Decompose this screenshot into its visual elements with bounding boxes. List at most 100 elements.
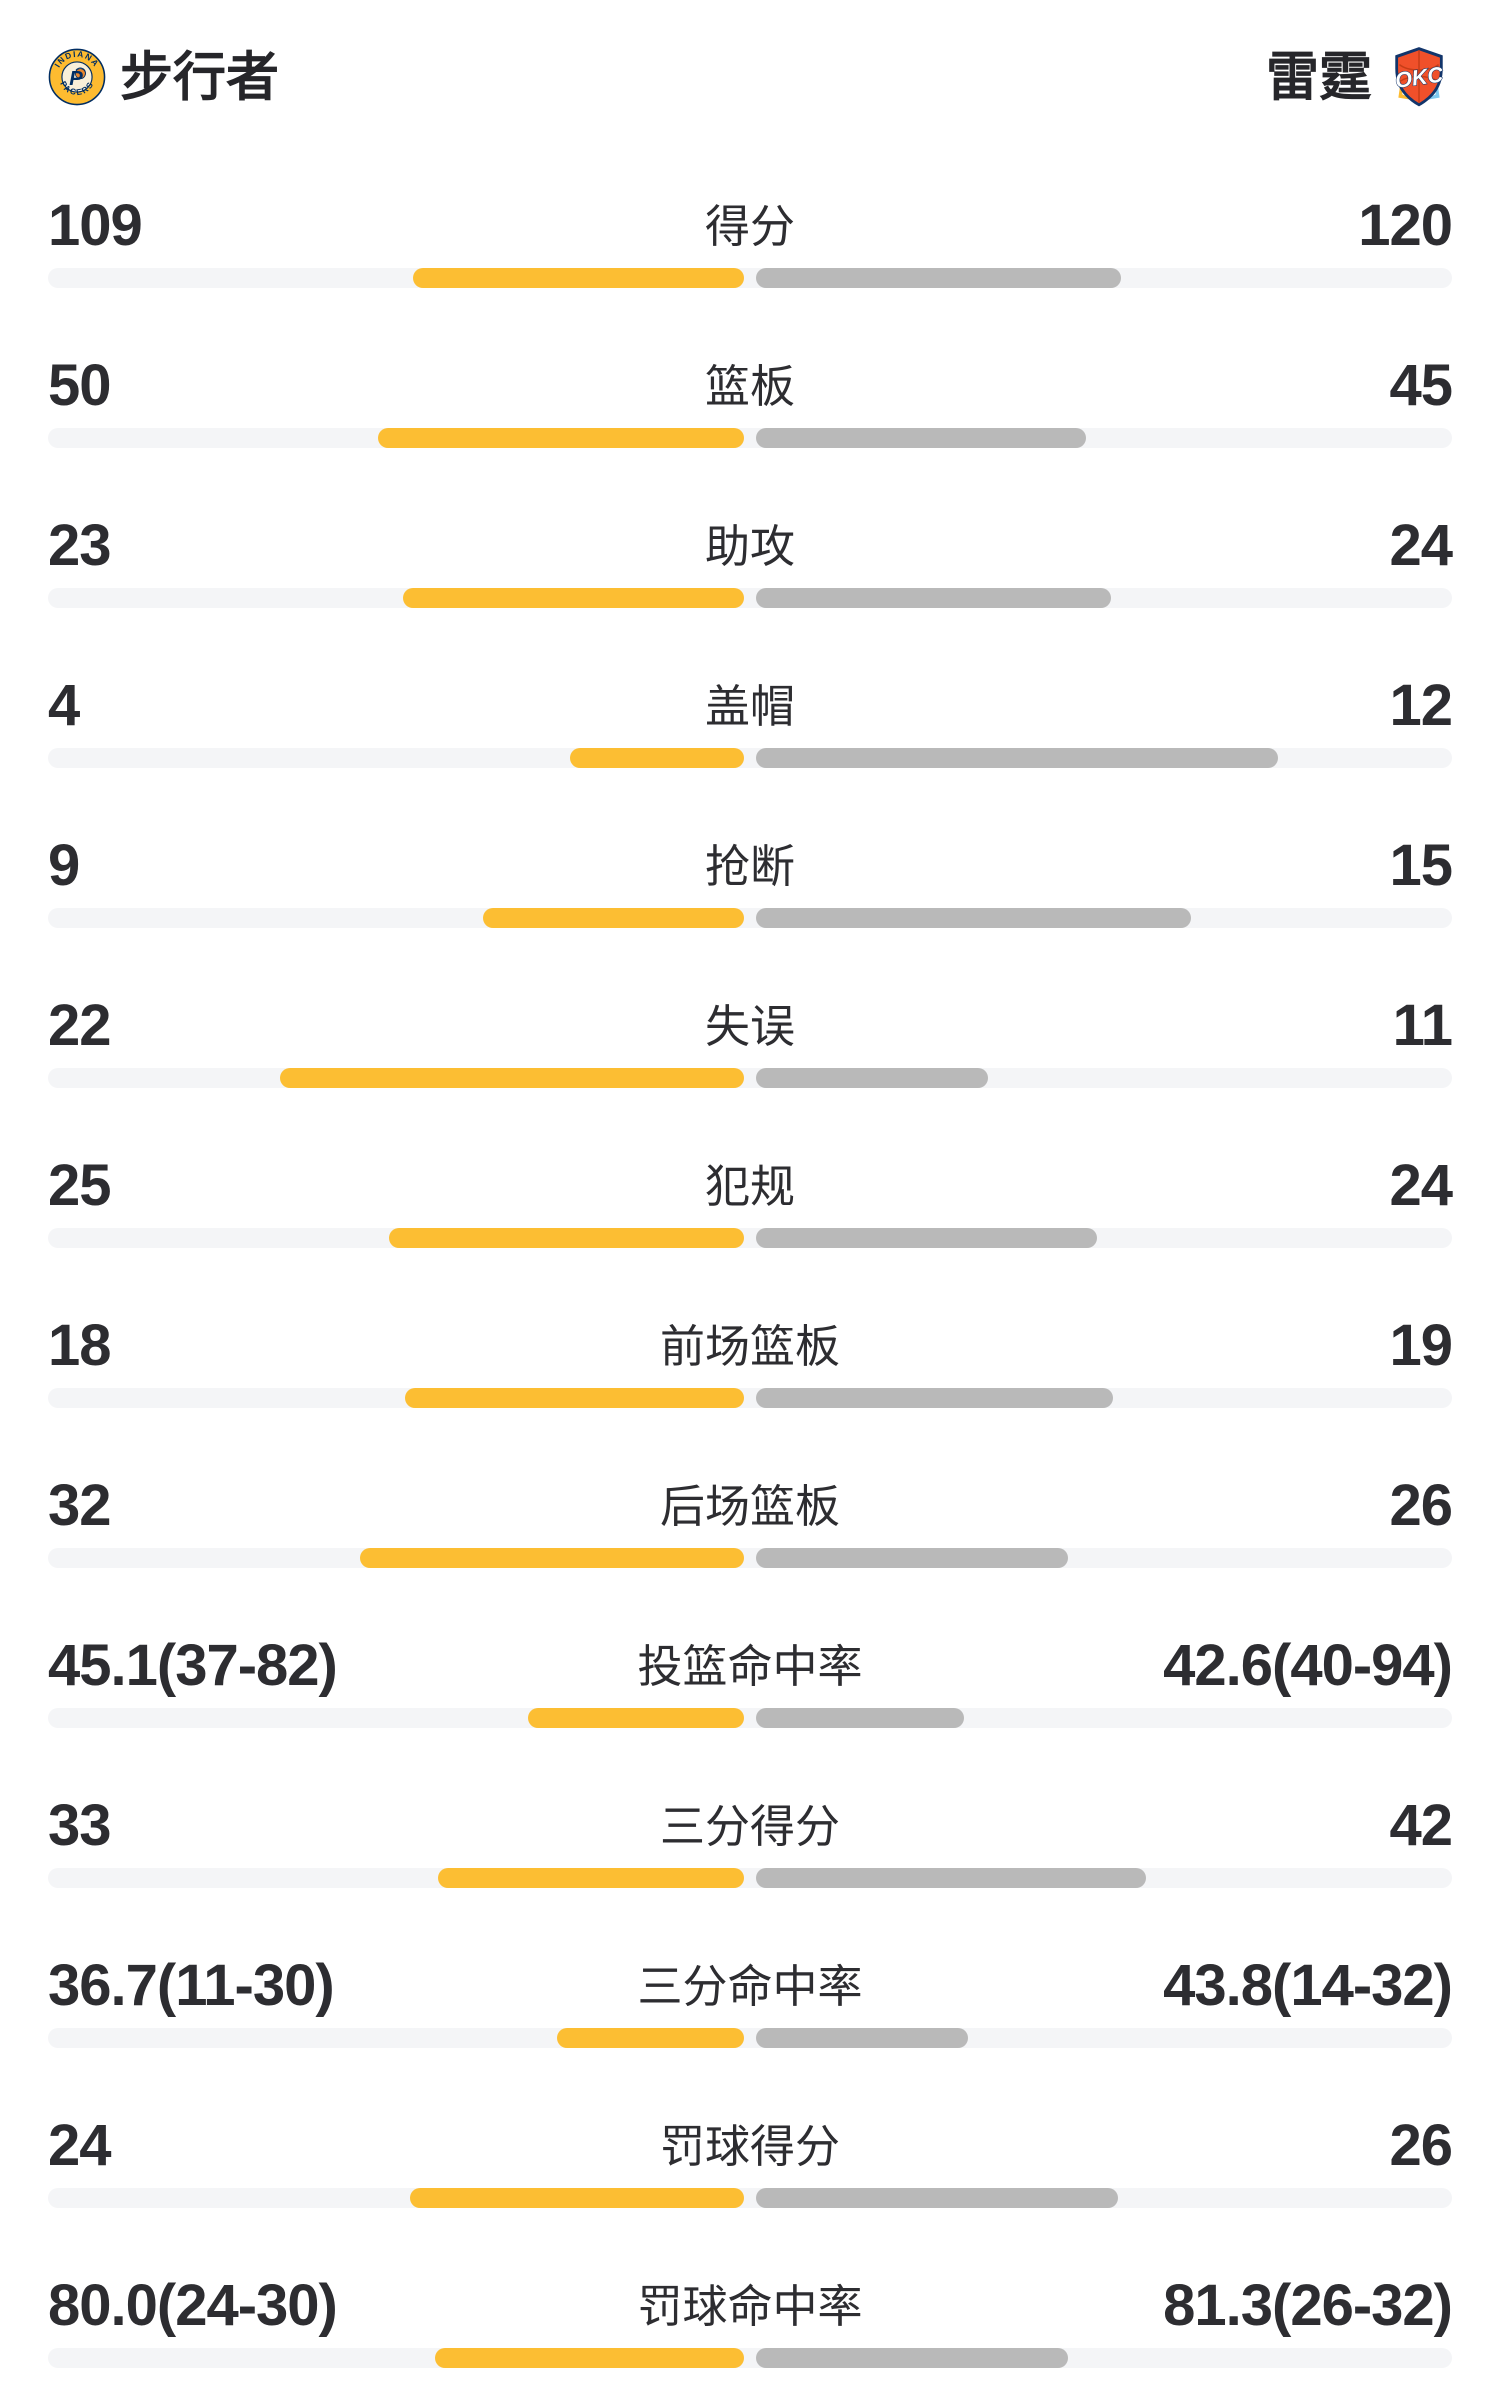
- stat-row: 18 前场篮板 19: [0, 1260, 1500, 1420]
- home-stat-bar: [528, 1708, 744, 1728]
- away-stat-value: 15: [1389, 833, 1453, 898]
- stat-values-line: 24 罚球得分 26: [48, 2113, 1453, 2178]
- stat-label: 三分命中率: [637, 1960, 863, 2012]
- away-stat-bar: [756, 748, 1278, 768]
- stat-label: 助攻: [704, 520, 795, 572]
- home-stat-value: 109: [48, 193, 143, 258]
- stat-bar-track: [48, 428, 1452, 448]
- stat-bar-track: [48, 268, 1452, 288]
- stat-bar-track: [48, 1388, 1452, 1408]
- home-stat-bar: [410, 2188, 744, 2208]
- away-stat-value: 45: [1389, 353, 1453, 418]
- stat-row: 23 助攻 24: [0, 460, 1500, 620]
- stat-bar-track: [48, 1228, 1452, 1248]
- away-stat-bar: [756, 908, 1191, 928]
- away-stat-bar: [756, 2188, 1118, 2208]
- home-stat-value: 36.7(11-30): [48, 1953, 335, 2018]
- stat-row: 25 犯规 24: [0, 1100, 1500, 1260]
- stat-row: 4 盖帽 12: [0, 620, 1500, 780]
- away-stat-bar: [756, 2348, 1068, 2368]
- home-stat-bar: [403, 588, 744, 608]
- stat-label: 三分得分: [659, 1800, 840, 1852]
- home-stat-bar: [413, 268, 744, 288]
- away-stat-value: 24: [1389, 1153, 1453, 1218]
- home-stat-value: 80.0(24-30): [48, 2273, 338, 2338]
- away-stat-value: 26: [1389, 1473, 1453, 1538]
- home-stat-bar: [280, 1068, 744, 1088]
- home-stat-value: 45.1(37-82): [48, 1633, 338, 1698]
- stat-bar-track: [48, 2348, 1452, 2368]
- stat-row: 45.1(37-82) 投篮命中率 42.6(40-94): [0, 1580, 1500, 1740]
- stat-values-line: 36.7(11-30) 三分命中率 43.8(14-32): [48, 1953, 1453, 2018]
- stat-bar-track: [48, 2188, 1452, 2208]
- home-stat-value: 4: [48, 673, 80, 738]
- stat-values-line: 50 篮板 45: [48, 353, 1453, 418]
- stat-bar-track: [48, 748, 1452, 768]
- stat-values-line: 33 三分得分 42: [48, 1793, 1453, 1858]
- away-stat-bar: [756, 588, 1111, 608]
- away-stat-value: 19: [1389, 1313, 1453, 1378]
- stat-row: 32 后场篮板 26: [0, 1420, 1500, 1580]
- stat-row: 109 得分 120: [0, 140, 1500, 300]
- stat-values-line: 45.1(37-82) 投篮命中率 42.6(40-94): [48, 1633, 1453, 1698]
- stat-label: 投篮命中率: [637, 1640, 863, 1692]
- stat-values-line: 109 得分 120: [48, 193, 1453, 258]
- stat-values-line: 23 助攻 24: [48, 513, 1453, 578]
- okc-thunder-logo-icon: OKC: [1393, 47, 1445, 107]
- home-team-header[interactable]: INDIANA PACERS P 步行者: [48, 48, 279, 106]
- stat-values-line: 80.0(24-30) 罚球命中率 81.3(26-32): [48, 2273, 1453, 2338]
- stat-label: 失误: [704, 1000, 795, 1052]
- stat-label: 盖帽: [704, 680, 795, 732]
- away-stat-value: 120: [1358, 193, 1453, 258]
- home-stat-bar: [378, 428, 744, 448]
- stat-values-line: 25 犯规 24: [48, 1153, 1453, 1218]
- stat-row: 24 罚球得分 26: [0, 2060, 1500, 2220]
- stat-values-line: 18 前场篮板 19: [48, 1313, 1453, 1378]
- stats-list: 109 得分 120 50 篮板 45 23 助攻: [0, 140, 1500, 2380]
- home-stat-value: 22: [48, 993, 112, 1058]
- away-stat-value: 12: [1389, 673, 1453, 738]
- svg-text:PACERS: PACERS: [58, 79, 96, 97]
- away-stat-bar: [756, 1068, 988, 1088]
- home-stat-bar: [389, 1228, 744, 1248]
- stat-bar-track: [48, 1708, 1452, 1728]
- away-stat-bar: [756, 1228, 1097, 1248]
- away-stat-bar: [756, 1548, 1068, 1568]
- home-stat-value: 24: [48, 2113, 112, 2178]
- stat-row: 9 抢断 15: [0, 780, 1500, 940]
- stat-label: 篮板: [704, 360, 795, 412]
- home-stat-bar: [360, 1548, 744, 1568]
- home-stat-bar: [438, 1868, 744, 1888]
- away-stat-value: 11: [1392, 993, 1453, 1058]
- away-stat-value: 42: [1389, 1793, 1453, 1858]
- stat-row: 33 三分得分 42: [0, 1740, 1500, 1900]
- home-stat-value: 23: [48, 513, 112, 578]
- stat-row: 50 篮板 45: [0, 300, 1500, 460]
- away-stat-bar: [756, 1388, 1113, 1408]
- away-stat-bar: [756, 1868, 1146, 1888]
- svg-text:P: P: [69, 68, 83, 90]
- stat-bar-track: [48, 1868, 1452, 1888]
- away-stat-value: 43.8(14-32): [1163, 1953, 1453, 2018]
- home-stat-bar: [405, 1388, 744, 1408]
- away-stat-bar: [756, 2028, 968, 2048]
- away-stat-value: 24: [1389, 513, 1453, 578]
- home-stat-value: 25: [48, 1153, 112, 1218]
- home-stat-value: 50: [48, 353, 112, 418]
- stat-label: 犯规: [704, 1160, 795, 1212]
- stat-row: 80.0(24-30) 罚球命中率 81.3(26-32): [0, 2220, 1500, 2380]
- away-stat-value: 81.3(26-32): [1163, 2273, 1453, 2338]
- away-stat-bar: [756, 1708, 964, 1728]
- stat-bar-track: [48, 2028, 1452, 2048]
- stat-values-line: 32 后场篮板 26: [48, 1473, 1453, 1538]
- away-stat-bar: [756, 428, 1086, 448]
- home-stat-value: 32: [48, 1473, 112, 1538]
- stat-bar-track: [48, 1068, 1452, 1088]
- home-team-name: 步行者: [120, 47, 279, 107]
- stat-label: 罚球得分: [659, 2120, 840, 2172]
- home-stat-value: 33: [48, 1793, 112, 1858]
- home-stat-value: 9: [48, 833, 80, 898]
- away-team-header[interactable]: 雷霆 OKC: [1266, 44, 1452, 110]
- stat-row: 36.7(11-30) 三分命中率 43.8(14-32): [0, 1900, 1500, 2060]
